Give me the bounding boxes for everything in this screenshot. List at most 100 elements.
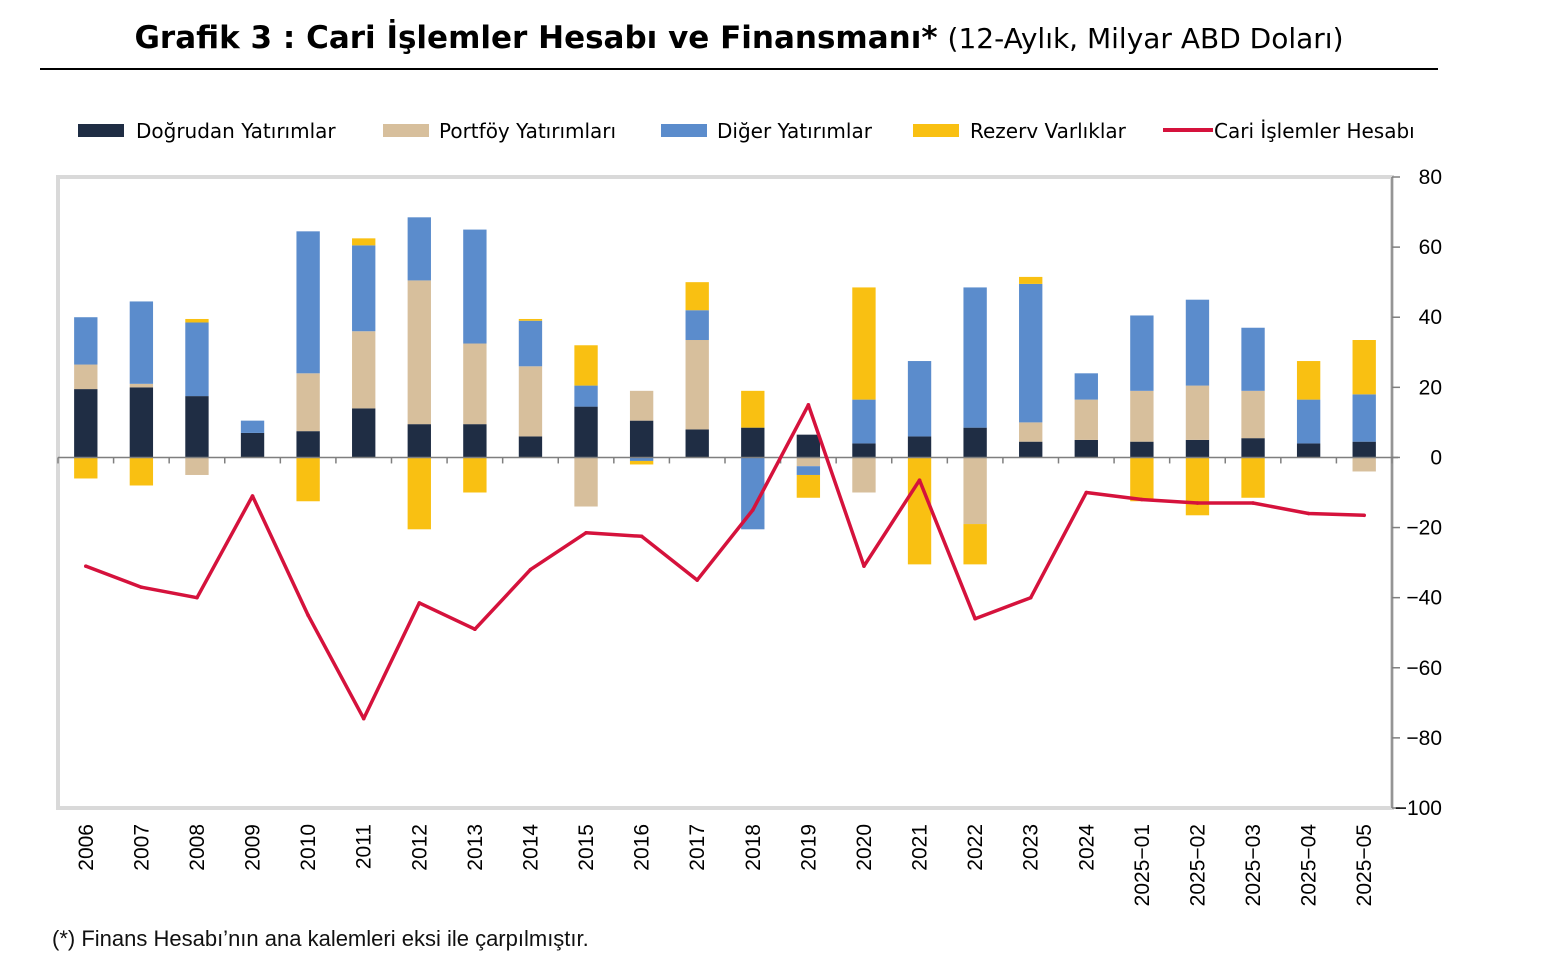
bar-dogrudan-yatirimlar-2013 [463, 424, 487, 458]
bar-dogrudan-yatirimlar-2010 [296, 431, 320, 458]
bar-rezerv-varliklar-2020 [852, 287, 876, 400]
bar-rezerv-varliklar-2007 [129, 457, 154, 486]
point-cari-islemler-hesabi-2016 [639, 534, 644, 539]
bar-dogrudan-yatirimlar-2007 [129, 387, 154, 458]
bar-diger-yatirimlar-2022 [963, 287, 987, 428]
point-cari-islemler-hesabi-2025-01 [1140, 497, 1144, 502]
bar-rezerv-varliklar-2016 [629, 460, 654, 465]
x-tick-label: 2011 [353, 824, 376, 869]
bar-portfoy-yatirimlari-2025-05 [1352, 457, 1376, 472]
bar-diger-yatirimlar-2014 [518, 320, 543, 367]
bar-portfoy-yatirimlari-2014 [518, 366, 543, 437]
legend-swatch-rezerv-varliklar [913, 124, 959, 137]
bar-rezerv-varliklar-2025-01 [1130, 457, 1154, 502]
bar-portfoy-yatirimlari-2015 [574, 457, 598, 507]
legend-swatch-dogrudan-yatirimlar [78, 124, 124, 137]
bar-dogrudan-yatirimlar-2018 [741, 427, 765, 458]
x-tick-label: 2025−05 [1353, 824, 1376, 906]
bar-dogrudan-yatirimlar-2009 [240, 432, 265, 458]
bar-dogrudan-yatirimlar-2022 [963, 427, 987, 458]
bar-rezerv-varliklar-2013 [463, 457, 487, 493]
x-tick-label: 2012 [408, 824, 431, 871]
bar-diger-yatirimlar-2016 [629, 457, 654, 461]
bar-rezerv-varliklar-2025-05 [1352, 340, 1376, 395]
bar-portfoy-yatirimlari-2025-01 [1130, 390, 1154, 442]
x-tick-label: 2025−04 [1298, 824, 1321, 907]
title-underline [40, 68, 1438, 70]
bar-diger-yatirimlar-2006 [74, 317, 98, 365]
y-tick-label: 20 [1419, 376, 1442, 399]
point-cari-islemler-hesabi-2020 [862, 564, 866, 568]
y-tick-label: 80 [1419, 166, 1442, 189]
bar-portfoy-yatirimlari-2016 [629, 390, 654, 421]
point-cari-islemler-hesabi-2021 [917, 478, 922, 483]
bar-diger-yatirimlar-2025-01 [1130, 315, 1154, 391]
bar-rezerv-varliklar-2021 [907, 457, 932, 565]
point-cari-islemler-hesabi-2019 [806, 403, 811, 407]
bar-diger-yatirimlar-2009 [240, 420, 265, 433]
x-tick-label: 2015 [575, 824, 598, 871]
bar-rezerv-varliklar-2025-04 [1296, 361, 1321, 400]
bar-diger-yatirimlar-2015 [574, 385, 598, 407]
chart-subtitle: (12-Aylık, Milyar ABD Doları) [947, 22, 1344, 55]
legend-label-diger-yatirimlar: Diğer Yatırımlar [717, 119, 873, 143]
x-tick-label: 2022 [964, 824, 987, 871]
x-tick-label: 2021 [909, 824, 932, 871]
x-tick-label: 2013 [464, 824, 487, 871]
bar-diger-yatirimlar-2013 [463, 229, 487, 344]
bar-dogrudan-yatirimlar-2012 [407, 424, 431, 458]
point-cari-islemler-hesabi-2012 [417, 601, 422, 605]
bar-rezerv-varliklar-2006 [74, 457, 98, 479]
point-cari-islemler-hesabi-2008 [195, 595, 199, 600]
bar-dogrudan-yatirimlar-2020 [852, 443, 876, 458]
point-cari-islemler-hesabi-2024 [1084, 490, 1089, 495]
bar-dogrudan-yatirimlar-2021 [907, 436, 932, 458]
line-layer [83, 403, 1367, 721]
bar-diger-yatirimlar-2023 [1019, 283, 1043, 423]
bar-diger-yatirimlar-2012 [407, 217, 431, 281]
x-tick-label: 2024 [1075, 824, 1098, 871]
bar-dogrudan-yatirimlar-2019 [796, 434, 821, 458]
bar-portfoy-yatirimlari-2025-02 [1185, 385, 1210, 440]
y-tick-label: −60 [1406, 657, 1442, 680]
y-tick-label: 60 [1419, 236, 1442, 259]
bar-rezerv-varliklar-2008 [185, 318, 209, 323]
bar-portfoy-yatirimlari-2011 [352, 331, 376, 409]
x-tick-label: 2025−01 [1131, 824, 1154, 906]
bar-diger-yatirimlar-2025-04 [1296, 399, 1321, 444]
point-cari-islemler-hesabi-2018 [750, 508, 755, 512]
point-cari-islemler-hesabi-2015 [584, 531, 588, 535]
bar-portfoy-yatirimlari-2013 [463, 343, 487, 425]
bar-portfoy-yatirimlari-2019 [796, 457, 821, 467]
bar-dogrudan-yatirimlar-2025-01 [1130, 441, 1154, 458]
x-tick-label: 2010 [297, 824, 320, 871]
bar-rezerv-varliklar-2018 [741, 390, 765, 428]
bar-diger-yatirimlar-2010 [296, 231, 320, 374]
bar-dogrudan-yatirimlar-2017 [685, 429, 709, 458]
bar-diger-yatirimlar-2018 [741, 457, 765, 530]
bar-diger-yatirimlar-2019 [796, 466, 821, 475]
bar-dogrudan-yatirimlar-2025-04 [1296, 443, 1321, 458]
bar-diger-yatirimlar-2007 [129, 301, 154, 384]
legend-label-rezerv-varliklar: Rezerv Varlıklar [970, 119, 1127, 143]
bar-diger-yatirimlar-2024 [1074, 373, 1098, 400]
bar-rezerv-varliklar-2014 [518, 318, 543, 321]
x-tick-label: 2014 [519, 824, 542, 871]
y-tick-label: 40 [1419, 306, 1442, 329]
bar-portfoy-yatirimlari-2012 [407, 280, 431, 425]
legend-label-cari-islemler-hesabi: Cari İşlemler Hesabı [1214, 119, 1415, 143]
x-tick-label: 2019 [797, 824, 820, 871]
chart-title: Grafik 3 : Cari İşlemler Hesabı ve Finan… [40, 20, 1438, 56]
bar-portfoy-yatirimlari-2008 [185, 457, 209, 475]
bar-portfoy-yatirimlari-2007 [129, 383, 154, 388]
bar-dogrudan-yatirimlar-2025-05 [1352, 441, 1376, 458]
x-axis-ticks [57, 457, 1393, 464]
bar-dogrudan-yatirimlar-2015 [574, 406, 598, 458]
bar-diger-yatirimlar-2025-05 [1352, 394, 1376, 442]
x-tick-label: 2008 [186, 824, 209, 871]
point-cari-islemler-hesabi-2025-03 [1251, 501, 1255, 505]
bar-dogrudan-yatirimlar-2008 [185, 396, 209, 458]
bar-portfoy-yatirimlari-2024 [1074, 399, 1098, 440]
bar-portfoy-yatirimlari-2017 [685, 340, 709, 430]
point-cari-islemler-hesabi-2006 [83, 564, 88, 568]
